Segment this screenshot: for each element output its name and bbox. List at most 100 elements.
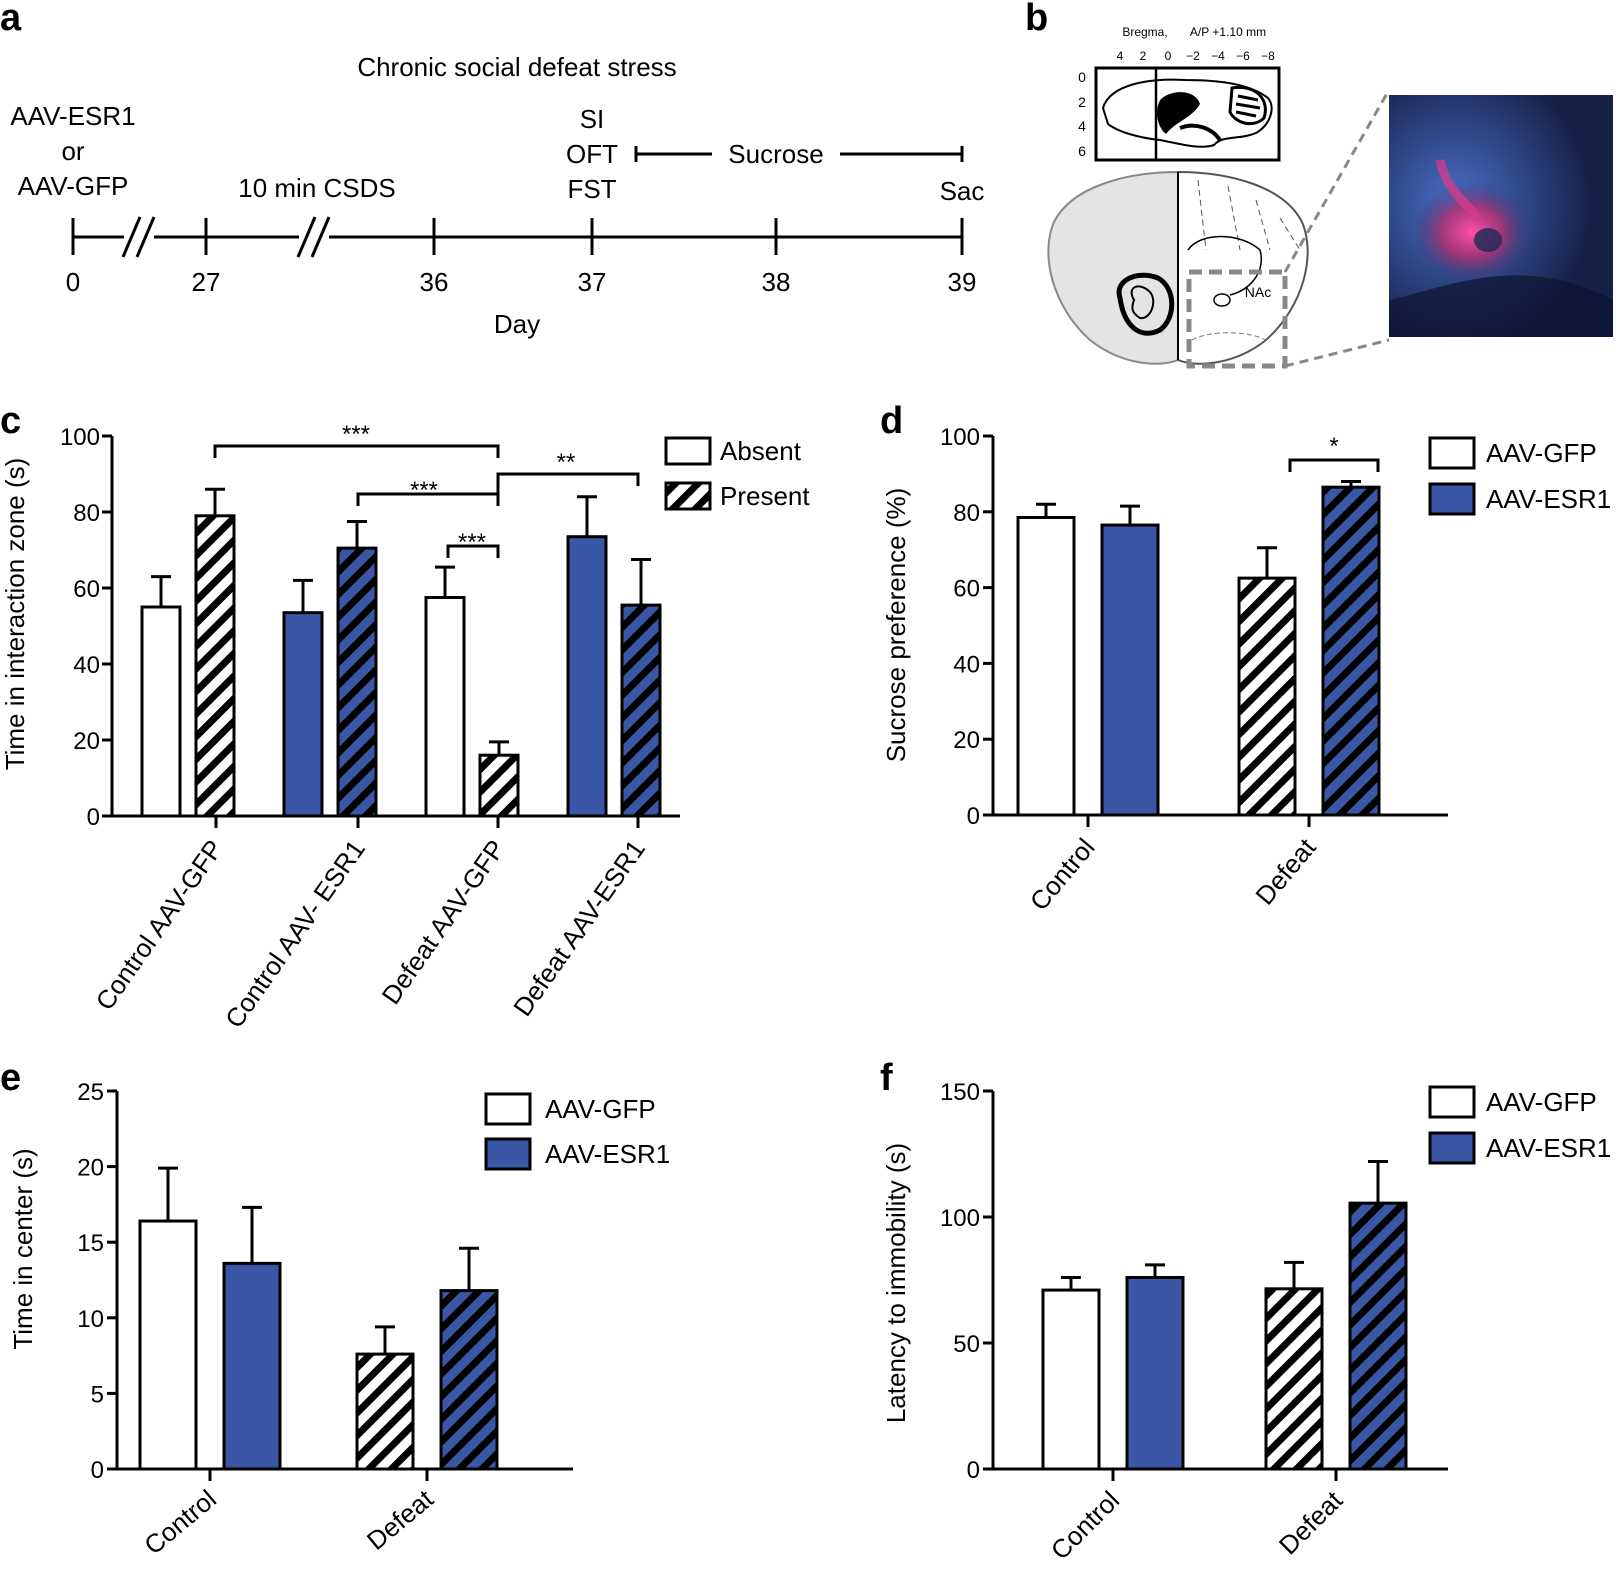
day-axis-label: Day xyxy=(494,309,540,339)
sig-label: ** xyxy=(557,449,576,476)
sagittal-brain-diagram xyxy=(1094,66,1281,162)
panel-label-a: a xyxy=(0,0,22,39)
e-legend: AAV-GFP AAV-ESR1 xyxy=(484,1092,670,1171)
y-tick-label: 60 xyxy=(953,576,980,603)
bar xyxy=(620,603,662,818)
bar xyxy=(1041,1288,1101,1471)
zoom-lines xyxy=(1283,89,1391,368)
dv-tick: 6 xyxy=(1078,143,1086,159)
bar xyxy=(1125,1275,1185,1471)
x-category-label: Defeat xyxy=(1273,1484,1349,1560)
timeline-title: Chronic social defeat stress xyxy=(357,52,676,82)
ap-label: A/P +1.10 mm xyxy=(1190,25,1266,39)
panel-label-f: f xyxy=(880,1057,893,1099)
legend-swatch-gfp xyxy=(484,1092,532,1126)
ap-tick: −8 xyxy=(1261,49,1275,63)
day-0: 0 xyxy=(66,267,80,297)
y-tick-label: 0 xyxy=(967,803,980,830)
legend-label: AAV-GFP xyxy=(1486,438,1597,468)
virus-line-1: AAV-ESR1 xyxy=(10,101,135,131)
bar xyxy=(282,611,324,818)
legend-label: AAV-ESR1 xyxy=(1486,484,1611,514)
test-line-fst: FST xyxy=(567,174,616,204)
sucrose-bracket xyxy=(634,146,964,162)
legend-label: AAV-ESR1 xyxy=(545,1139,670,1169)
y-tick-label: 20 xyxy=(73,728,100,755)
c-significance xyxy=(213,444,640,558)
ap-tick: 4 xyxy=(1117,49,1124,63)
panel-label-d: d xyxy=(880,400,903,442)
legend-swatch-esr1 xyxy=(1428,1131,1476,1165)
legend-swatch-esr1 xyxy=(1428,482,1476,516)
y-tick-label: 50 xyxy=(953,1331,980,1358)
csds-label: 10 min CSDS xyxy=(238,173,396,203)
legend-label: AAV-GFP xyxy=(1486,1087,1597,1117)
f-bars xyxy=(1041,1160,1408,1471)
day-37: 37 xyxy=(578,267,607,297)
bar xyxy=(336,546,378,818)
bar xyxy=(355,1352,415,1471)
legend-swatch-esr1 xyxy=(484,1137,532,1171)
legend-swatch-gfp xyxy=(1428,1085,1476,1119)
dv-ticks: 0 2 4 6 xyxy=(1078,69,1086,159)
virus-line-3: AAV-GFP xyxy=(18,171,129,201)
y-tick-label: 100 xyxy=(940,424,980,451)
panel-d: d Sucrose preference (%) 0 20 40 60 80 100 Con… xyxy=(880,400,1611,916)
y-tick-label: 100 xyxy=(60,424,100,451)
dv-tick: 0 xyxy=(1078,69,1086,85)
panel-label-e: e xyxy=(0,1057,21,1099)
ap-tick: −2 xyxy=(1186,49,1200,63)
f-legend: AAV-GFP AAV-ESR1 xyxy=(1428,1085,1611,1165)
day-36: 36 xyxy=(420,267,449,297)
x-category-label: Defeat AAV-ESR1 xyxy=(507,834,651,1021)
sig-label: *** xyxy=(342,421,370,448)
x-category-label: Control xyxy=(138,1484,221,1561)
nac-label: NAc xyxy=(1245,284,1271,300)
bar xyxy=(138,1219,198,1471)
test-line-si: SI xyxy=(580,104,605,134)
x-category-label: Defeat xyxy=(1249,832,1322,911)
e-bars xyxy=(138,1166,499,1471)
test-line-oft: OFT xyxy=(566,139,618,169)
sig-label: *** xyxy=(458,529,486,556)
d-significance-bracket xyxy=(1288,458,1380,472)
y-tick-label: 0 xyxy=(87,804,100,831)
day-38: 38 xyxy=(762,267,791,297)
ap-tick: −4 xyxy=(1211,49,1225,63)
bar xyxy=(140,605,182,818)
y-tick-label: 100 xyxy=(940,1205,980,1232)
bar xyxy=(1321,485,1381,817)
y-tick-label: 5 xyxy=(91,1381,104,1408)
c-legend: Absent Present xyxy=(664,436,810,511)
legend-swatch-gfp xyxy=(1428,436,1476,470)
legend-label: AAV-GFP xyxy=(545,1094,656,1124)
x-category-label: Control AAV- ESR1 xyxy=(219,834,371,1033)
bar xyxy=(439,1289,499,1471)
dv-tick: 4 xyxy=(1078,118,1086,134)
ylabel-c: Time in interaction zone (s) xyxy=(0,458,30,771)
panel-label-b: b xyxy=(1025,0,1048,39)
y-tick-label: 60 xyxy=(73,576,100,603)
bar xyxy=(1348,1201,1408,1471)
y-tick-label: 25 xyxy=(77,1079,104,1106)
y-tick-label: 15 xyxy=(77,1230,104,1257)
sucrose-label: Sucrose xyxy=(728,139,823,169)
panel-a: a Chronic social defeat stress AAV-ESR1 … xyxy=(0,0,984,339)
x-category-label: Defeat xyxy=(361,1483,440,1556)
y-tick-label: 40 xyxy=(73,652,100,679)
panel-f: f Latency to immobility (s) 0 50 100 150 Con… xyxy=(880,1057,1611,1566)
bar xyxy=(1237,576,1297,817)
panel-b: b Bregma, A/P +1.10 mm 4 2 0 −2 −4 −6 −8… xyxy=(1025,0,1613,369)
x-category-label: Defeat AAV-GFP xyxy=(376,834,511,1009)
bar xyxy=(424,596,466,818)
x-category-label: Control xyxy=(1024,833,1101,916)
legend-label: Absent xyxy=(720,436,802,466)
y-tick-label: 20 xyxy=(77,1155,104,1182)
legend-label: AAV-ESR1 xyxy=(1486,1133,1611,1163)
bar xyxy=(1016,515,1076,817)
y-tick-label: 150 xyxy=(940,1079,980,1106)
bar xyxy=(222,1261,282,1471)
x-category-label: Control xyxy=(1045,1485,1125,1565)
ap-tick: −6 xyxy=(1236,49,1250,63)
panel-c: c Time in interaction zone (s) 0 20 40 60 80… xyxy=(0,400,810,1033)
